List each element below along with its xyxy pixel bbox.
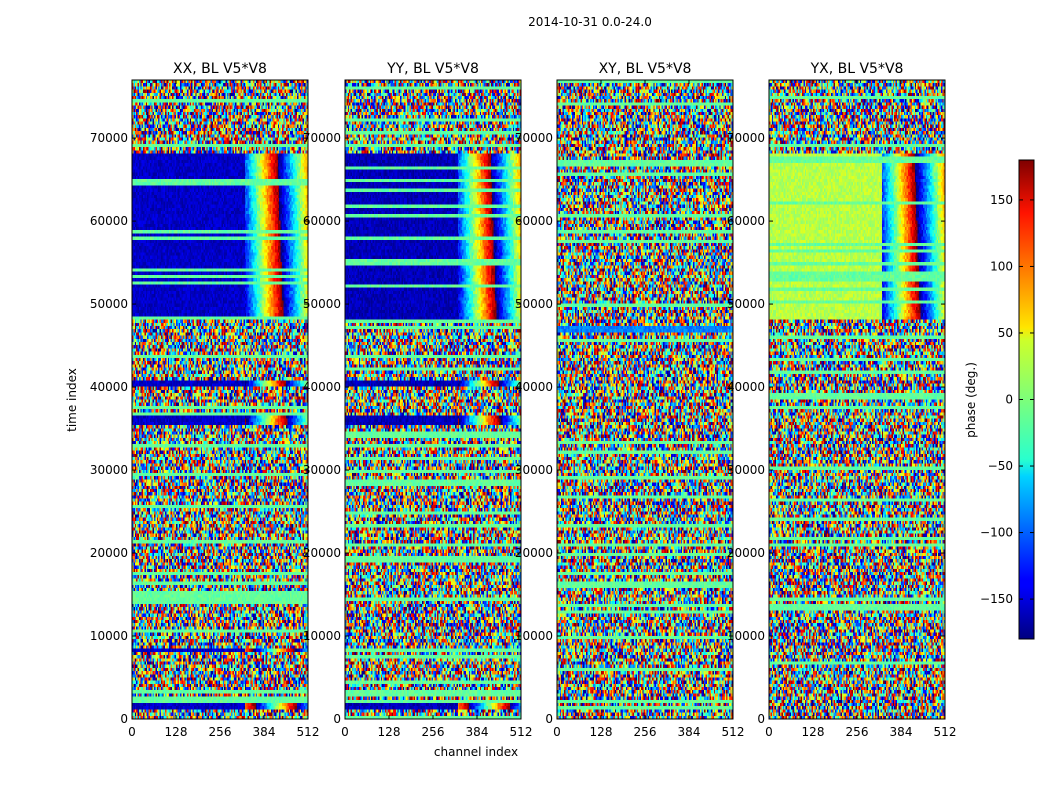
y-tick-label: 60000	[90, 214, 128, 228]
x-tick-label: 256	[634, 725, 657, 739]
y-tick-label: 20000	[90, 546, 128, 560]
panel-yx: YX, BL V5*V8 0 128 256 384 512 0 10000 20000 3000…	[727, 61, 957, 739]
x-axis-label: channel index	[434, 745, 518, 759]
y-tick-label: 30000	[90, 463, 128, 477]
colorbar-tick-label: −150	[980, 592, 1013, 606]
y-tick-label: 70000	[303, 131, 341, 145]
y-tick-label: 40000	[90, 380, 128, 394]
y-tick-label: 50000	[515, 297, 553, 311]
suptitle: 2014-10-31 0.0-24.0	[528, 15, 652, 29]
heatmap-xy	[557, 80, 733, 719]
x-tick-label: 128	[378, 725, 401, 739]
heatmap-yy	[345, 80, 521, 719]
y-tick-label: 20000	[727, 546, 765, 560]
x-tick-label: 512	[510, 725, 533, 739]
x-tick-label: 256	[209, 725, 232, 739]
x-tick-label: 512	[934, 725, 957, 739]
y-tick-label: 60000	[515, 214, 553, 228]
x-tick-label: 384	[466, 725, 489, 739]
panel-title: XY, BL V5*V8	[599, 61, 692, 77]
y-tick-label: 20000	[303, 546, 341, 560]
x-tick-label: 384	[253, 725, 276, 739]
colorbar-label: phase (deg.)	[964, 362, 978, 438]
colorbar: −150 −100 −50 0 50 100 150 phase (deg.)	[964, 159, 1035, 640]
x-tick-label: 128	[802, 725, 825, 739]
y-tick-label: 40000	[515, 380, 553, 394]
y-tick-label: 10000	[303, 629, 341, 643]
colorbar-tick-label: 50	[998, 326, 1013, 340]
colorbar-tick-label: 150	[990, 193, 1013, 207]
y-tick-label: 0	[333, 712, 341, 726]
y-tick-label: 0	[757, 712, 765, 726]
y-tick-label: 70000	[90, 131, 128, 145]
y-tick-label: 10000	[515, 629, 553, 643]
panel-xx: XX, BL V5*V8 0 128 256 384 512 0 10000 20000 3000…	[90, 61, 320, 739]
x-tick-label: 384	[678, 725, 701, 739]
y-tick-label: 40000	[303, 380, 341, 394]
y-tick-label: 10000	[727, 629, 765, 643]
panel-xy: XY, BL V5*V8 0 128 256 384 512 0 10000 20000 3000…	[515, 61, 745, 739]
panels: XX, BL V5*V8 0 128 256 384 512 0 10000 20000 3000…	[90, 61, 957, 739]
colorbar-tick-label: −100	[980, 526, 1013, 540]
panel-title: YX, BL V5*V8	[810, 61, 904, 77]
x-tick-label: 128	[165, 725, 188, 739]
y-tick-label: 70000	[515, 131, 553, 145]
y-tick-label: 10000	[90, 629, 128, 643]
heatmap-xx	[132, 80, 308, 719]
colorbar-ticks: −150 −100 −50 0 50 100 150	[980, 193, 1034, 606]
y-tick-label: 0	[545, 712, 553, 726]
x-tick-label: 0	[341, 725, 349, 739]
x-tick-label: 0	[128, 725, 136, 739]
heatmap-yx	[769, 80, 945, 719]
y-tick-label: 0	[120, 712, 128, 726]
colorbar-tick-label: −50	[988, 459, 1013, 473]
y-tick-label: 60000	[303, 214, 341, 228]
y-tick-label: 30000	[727, 463, 765, 477]
y-tick-label: 30000	[515, 463, 553, 477]
x-tick-label: 384	[890, 725, 913, 739]
x-tick-label: 0	[553, 725, 561, 739]
y-tick-label: 50000	[303, 297, 341, 311]
panel-yy: YY, BL V5*V8 0 128 256 384 512 0 10000 20000 3000…	[303, 61, 533, 739]
colorbar-tick-label: 100	[990, 259, 1013, 273]
x-tick-label: 256	[846, 725, 869, 739]
y-tick-label: 50000	[90, 297, 128, 311]
colorbar-tick-label: 0	[1005, 393, 1013, 407]
panel-title: YY, BL V5*V8	[386, 61, 479, 77]
y-tick-label: 40000	[727, 380, 765, 394]
y-tick-label: 60000	[727, 214, 765, 228]
x-tick-label: 512	[297, 725, 320, 739]
panel-title: XX, BL V5*V8	[173, 61, 267, 77]
x-tick-label: 0	[765, 725, 773, 739]
y-tick-label: 30000	[303, 463, 341, 477]
y-axis-label: time index	[65, 368, 79, 432]
x-tick-label: 512	[722, 725, 745, 739]
y-tick-label: 70000	[727, 131, 765, 145]
y-tick-label: 20000	[515, 546, 553, 560]
x-tick-label: 128	[590, 725, 613, 739]
y-tick-label: 50000	[727, 297, 765, 311]
x-tick-label: 256	[422, 725, 445, 739]
